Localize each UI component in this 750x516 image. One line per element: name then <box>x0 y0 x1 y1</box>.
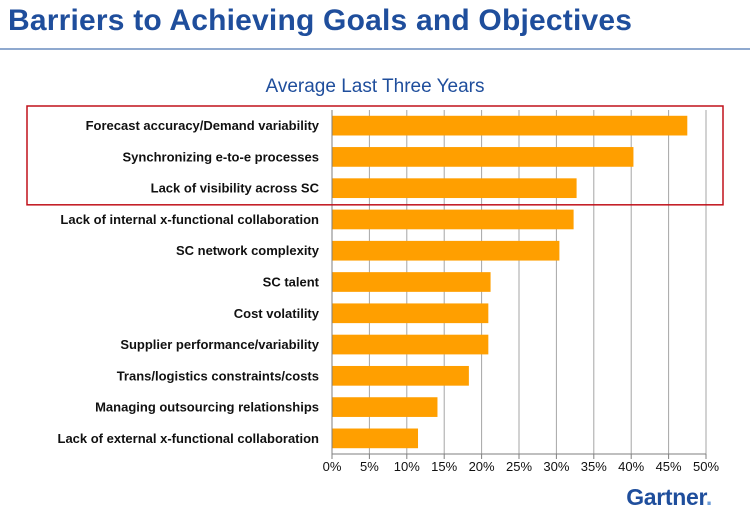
category-label: Managing outsourcing relationships <box>95 400 319 415</box>
x-tick-label: 25% <box>506 459 532 474</box>
x-tick-label: 50% <box>693 459 719 474</box>
bar <box>332 178 577 199</box>
x-tick-label: 35% <box>581 459 607 474</box>
x-tick-label: 45% <box>656 459 682 474</box>
bar <box>332 365 469 386</box>
x-tick-label: 15% <box>431 459 457 474</box>
bar <box>332 397 438 417</box>
category-label: Lack of visibility across SC <box>151 181 320 196</box>
bar <box>332 428 419 449</box>
category-label: SC talent <box>263 275 320 290</box>
chart-title: Average Last Three Years <box>265 76 485 97</box>
bar <box>332 303 489 324</box>
x-tick-label: 40% <box>618 459 644 474</box>
bar <box>332 147 634 167</box>
highlight-box <box>26 105 724 206</box>
category-label: Lack of internal x-functional collaborat… <box>60 212 319 227</box>
bar <box>332 334 489 355</box>
gartner-logo: Gartner. <box>626 484 712 511</box>
category-label: Trans/logistics constraints/costs <box>117 368 319 383</box>
category-label: Synchronizing e-to-e processes <box>123 149 320 164</box>
x-tick-label: 5% <box>360 459 379 474</box>
bar <box>332 240 560 261</box>
slide-title: Barriers to Achieving Goals and Objectiv… <box>8 4 633 37</box>
category-label: Supplier performance/variability <box>120 337 319 352</box>
category-label: Cost volatility <box>234 306 320 321</box>
category-label: SC network complexity <box>176 243 320 258</box>
bar <box>332 272 491 292</box>
brand-name: Gartner <box>626 484 706 510</box>
category-label: Forecast accuracy/Demand variability <box>86 118 320 133</box>
title-divider <box>0 48 750 50</box>
x-tick-label: 20% <box>469 459 495 474</box>
x-tick-label: 30% <box>543 459 569 474</box>
x-tick-label: 10% <box>394 459 420 474</box>
bar <box>332 115 688 136</box>
bar <box>332 209 574 230</box>
category-label: Lack of external x-functional collaborat… <box>58 431 320 446</box>
x-tick-label: 0% <box>323 459 342 474</box>
brand-dot: . <box>705 484 712 510</box>
